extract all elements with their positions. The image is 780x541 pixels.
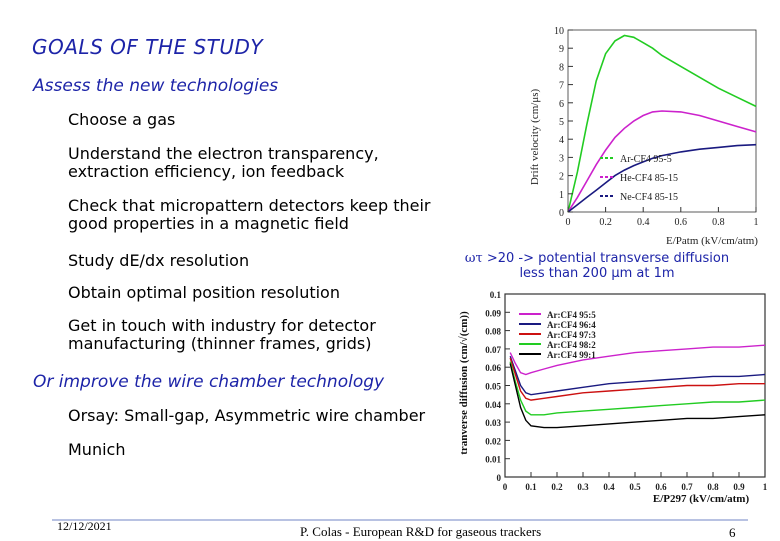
transverse-diffusion-chart: Ar:CF4 95:5Ar:CF4 96:4Ar:CF4 97:3Ar:CF4 … <box>458 290 768 505</box>
drift-ytick-label: 9 <box>559 44 564 55</box>
diffusion-xtick-label: 0.4 <box>603 482 615 492</box>
drift-ytick-label: 5 <box>559 117 564 128</box>
bullet-dedx: Study dE/dx resolution <box>68 251 250 270</box>
diffusion-xtick-label: 0.6 <box>655 482 667 492</box>
bullet-industry: Get in touch with industry for detector … <box>68 316 376 354</box>
diffusion-xtick-label: 0 <box>503 482 508 492</box>
drift-plot-frame <box>567 29 757 213</box>
diffusion-series-line-0 <box>509 344 766 376</box>
diffusion-series-line-4 <box>509 363 766 429</box>
drift-ytick-label: 7 <box>559 81 564 92</box>
diffusion-series-line-2 <box>509 357 765 401</box>
footer-title: P. Colas - European R&D for gaseous trac… <box>300 524 542 539</box>
diffusion-legend-label: Ar:CF4 99:1 <box>547 350 596 360</box>
diffusion-xtick-label: 0.5 <box>629 482 641 492</box>
drift-series-line-2 <box>567 143 757 213</box>
diffusion-ytick-label: 0.06 <box>485 363 501 373</box>
diffusion-ytick-label: 0 <box>497 473 502 483</box>
diffusion-xlabel: E/P297 (kV/cm/atm) <box>653 493 750 505</box>
drift-ytick-label: 0 <box>559 208 564 219</box>
diffusion-xtick-label: 1 <box>763 482 768 492</box>
drift-ytick-label: 10 <box>554 26 564 37</box>
diffusion-ytick-label: 0.01 <box>485 455 501 465</box>
diffusion-ytick-label: 0.09 <box>485 308 501 318</box>
diffusion-caption: ωτ >20 -> potential transverse diffusion… <box>432 251 762 282</box>
drift-xtick-label: 0 <box>566 217 571 228</box>
slide-title: GOALS OF THE STUDY <box>32 35 264 59</box>
drift-ytick-label: 3 <box>559 153 564 164</box>
diffusion-ytick-label: 0.1 <box>490 290 502 300</box>
diffusion-ytick-label: 0.04 <box>485 400 501 410</box>
diffusion-ytick-label: 0.07 <box>485 345 501 355</box>
drift-ytick-label: 1 <box>559 190 564 201</box>
drift-xtick-label: 1 <box>754 217 759 228</box>
omega-tau-symbol: ωτ <box>464 251 483 266</box>
diffusion-xtick-label: 0.3 <box>577 482 589 492</box>
diffusion-ytick-label: 0.08 <box>485 327 501 337</box>
footer-date: 12/12/2021 <box>57 519 112 533</box>
drift-xtick-label: 0.4 <box>637 217 650 228</box>
bullet-munich: Munich <box>68 440 126 459</box>
diffusion-legend-label: Ar:CF4 98:2 <box>547 340 596 350</box>
diffusion-legend-label: Ar:CF4 95:5 <box>547 310 596 320</box>
diffusion-xtick-label: 0.8 <box>707 482 719 492</box>
diffusion-ytick-label: 0.02 <box>485 436 501 446</box>
section-heading-assess: Assess the new technologies <box>33 76 279 96</box>
drift-ytick-label: 2 <box>559 172 564 183</box>
drift-legend-label: He-CF4 85-15 <box>620 173 678 184</box>
drift-xtick-label: 0.8 <box>712 217 725 228</box>
drift-ytick-label: 6 <box>559 99 564 110</box>
diffusion-legend-label: Ar:CF4 97:3 <box>547 330 596 340</box>
drift-series-line-0 <box>567 34 757 213</box>
diffusion-series-line-3 <box>509 361 766 416</box>
drift-velocity-ylabel: Drift velocity (cm/μs) <box>529 89 541 186</box>
diffusion-ytick-label: 0.05 <box>485 382 501 392</box>
drift-series-line-1 <box>567 110 757 213</box>
drift-ytick-label: 4 <box>559 135 564 146</box>
page-number: 6 <box>729 525 736 540</box>
drift-legend-label: Ne-CF4 85-15 <box>620 192 678 203</box>
drift-xtick-label: 0.2 <box>599 217 612 228</box>
diffusion-xtick-label: 0.9 <box>733 482 745 492</box>
diffusion-ytick-label: 0.03 <box>485 418 501 428</box>
drift-velocity-xlabel: E/Patm (kV/cm/atm) <box>666 235 758 247</box>
caption-line1: >20 -> potential transverse diffusion <box>482 251 730 266</box>
diffusion-plot-frame <box>504 293 766 478</box>
diffusion-ylabel: tranverse diffusion (cm/√(cm)) <box>458 311 470 455</box>
bullet-electron-transparency: Understand the electron transparency, ex… <box>68 144 379 182</box>
drift-velocity-chart: Ar-CF4 95-5 He-CF4 85-15 Ne-CF4 85-15 0 1 2 3… <box>529 26 759 247</box>
diffusion-legend-label: Ar:CF4 96:4 <box>547 320 596 330</box>
bullet-micropattern: Check that micropattern detectors keep t… <box>68 196 431 234</box>
diffusion-xtick-label: 0.2 <box>551 482 563 492</box>
footer-rule <box>52 519 748 521</box>
diffusion-xtick-label: 0.1 <box>525 482 537 492</box>
bullet-orsay: Orsay: Small-gap, Asymmetric wire chambe… <box>68 406 426 425</box>
drift-legend-label: Ar-CF4 95-5 <box>620 154 672 165</box>
diffusion-series-line-1 <box>509 355 766 396</box>
bullet-choose-gas: Choose a gas <box>68 110 176 129</box>
caption-line2: less than 200 μm at 1m <box>519 265 675 281</box>
drift-xtick-label: 0.6 <box>675 217 688 228</box>
section-heading-wire-chamber: Or improve the wire chamber technology <box>33 372 385 392</box>
diffusion-xtick-label: 0.7 <box>681 482 693 492</box>
bullet-position-resolution: Obtain optimal position resolution <box>68 283 340 302</box>
drift-ytick-label: 8 <box>559 62 564 73</box>
